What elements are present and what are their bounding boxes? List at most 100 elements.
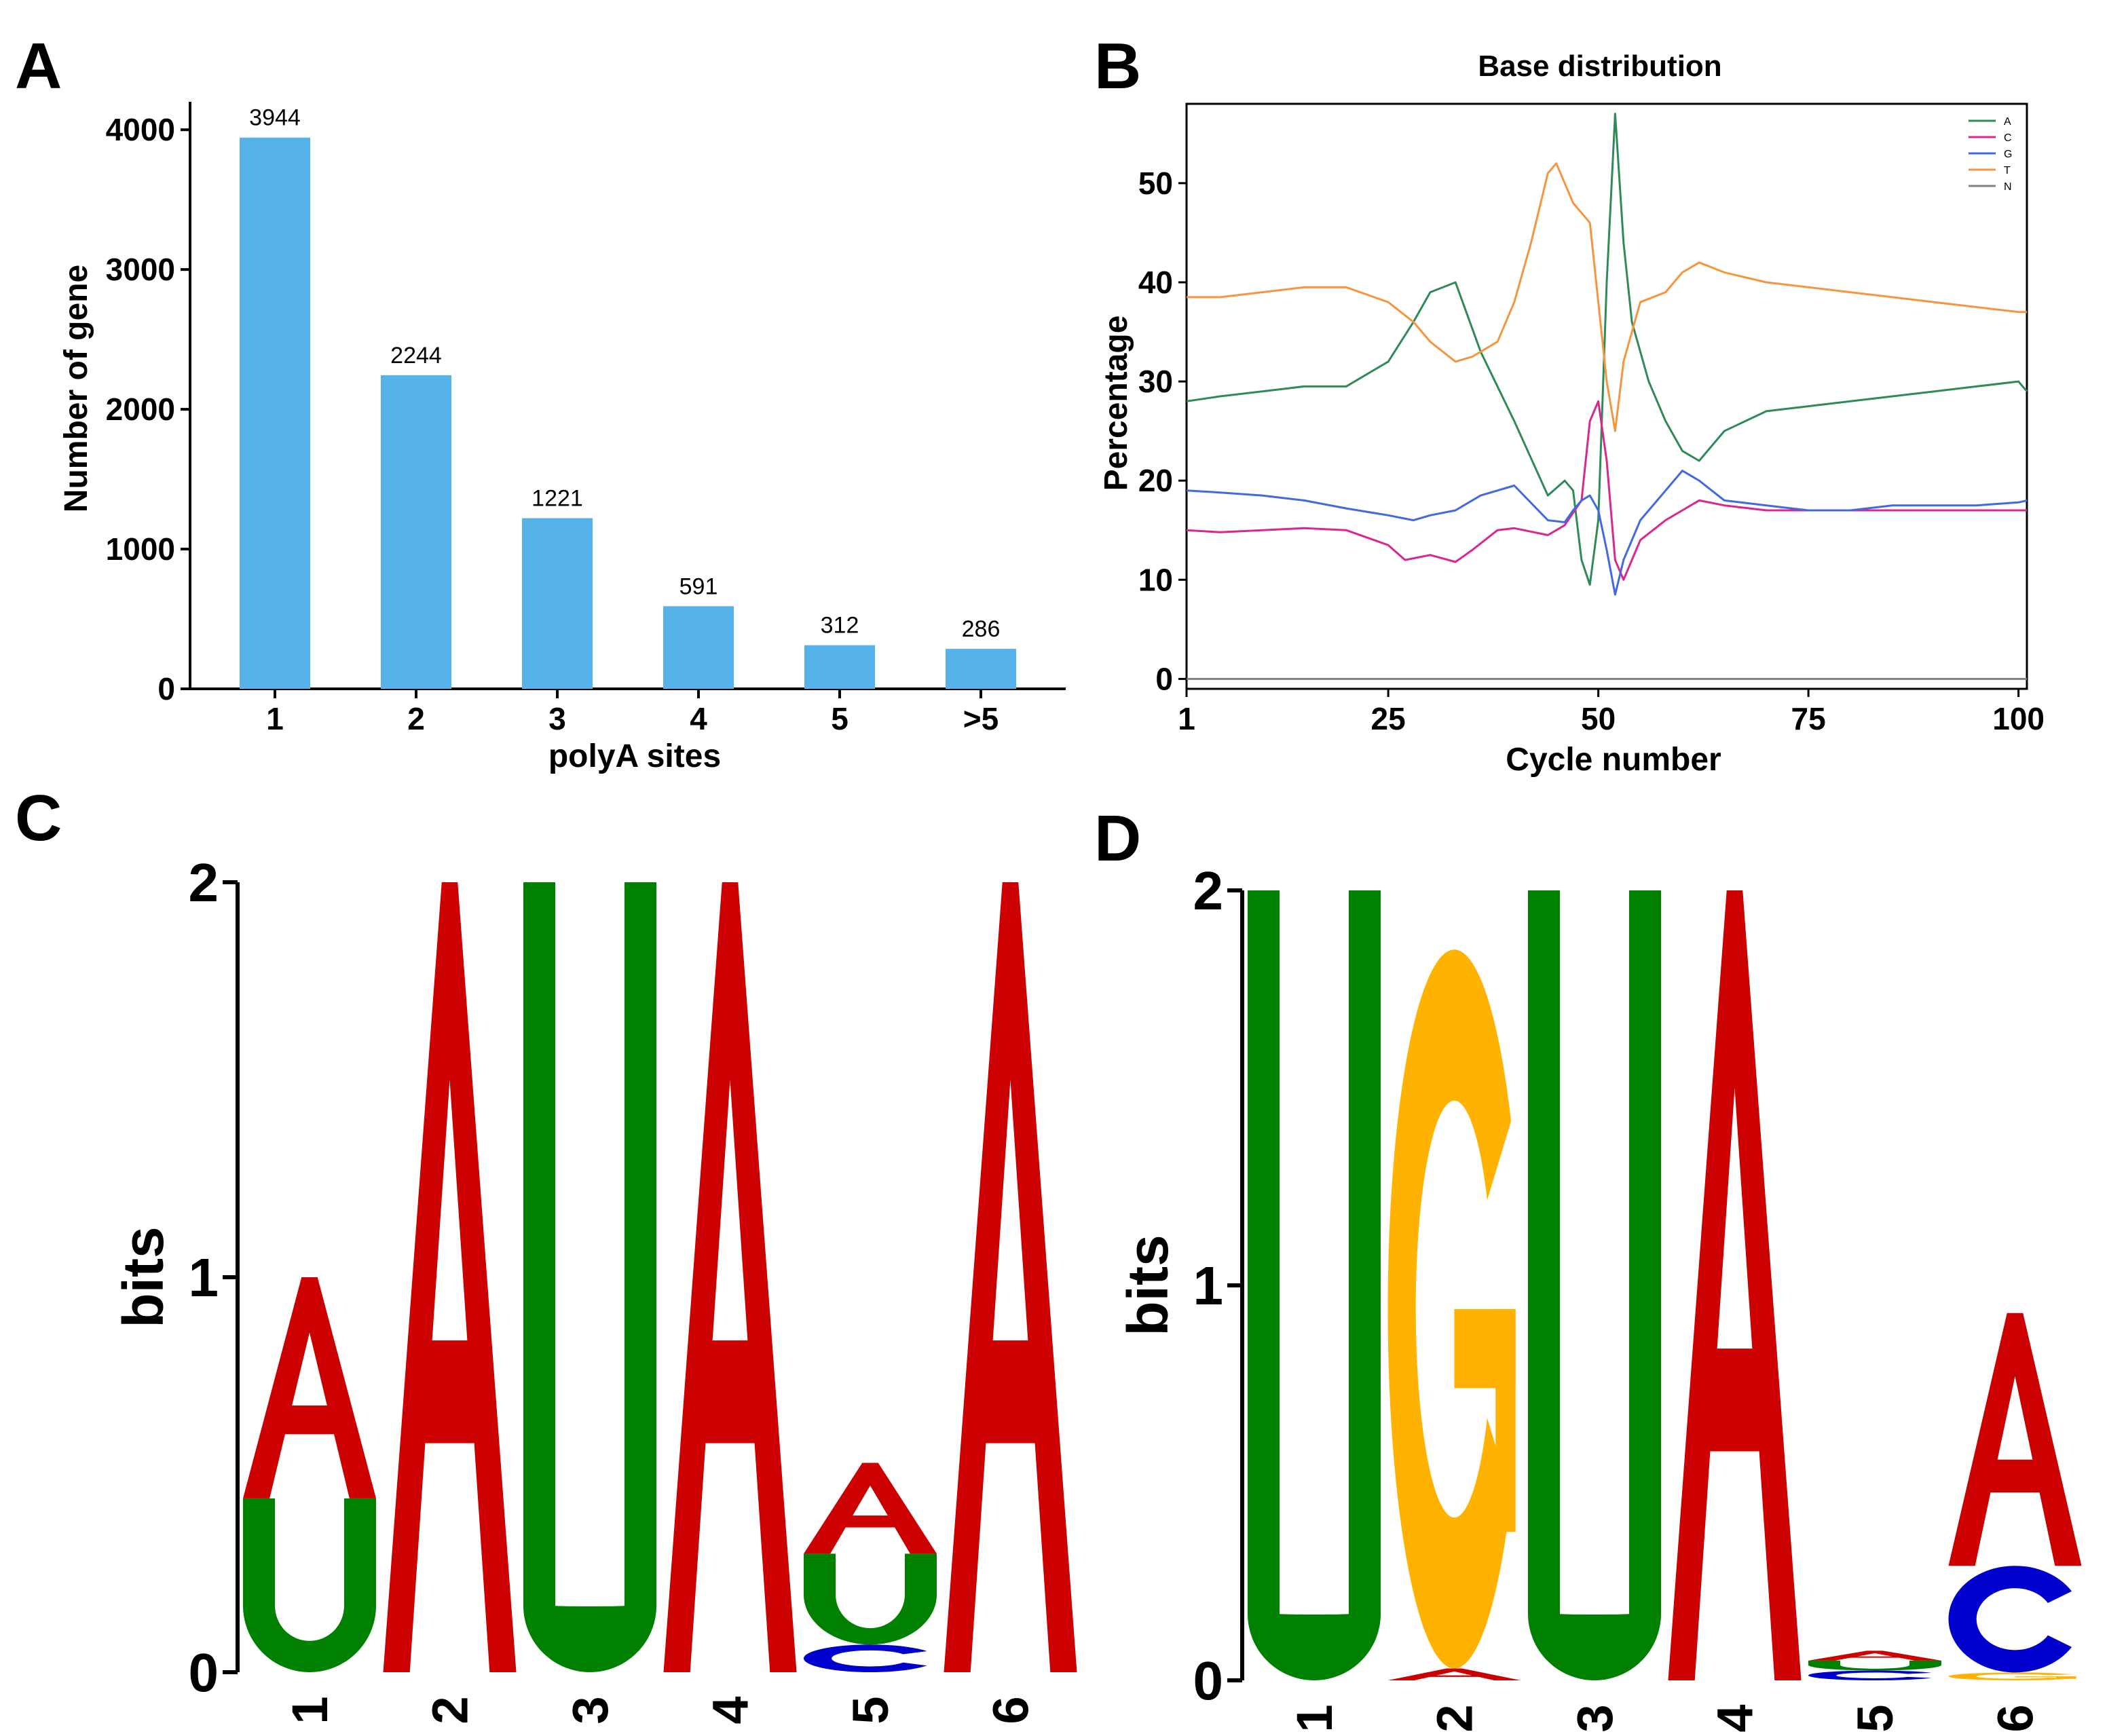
y-tick-label: 4000 [106, 112, 175, 147]
legend-label-c: C [2004, 132, 2012, 144]
bar-value-label: 591 [679, 573, 718, 599]
logo-y-tick-label: 0 [1193, 1650, 1224, 1711]
panel-label-d: D [1094, 802, 1141, 875]
bar-value-label: 2244 [390, 343, 442, 369]
logo-y-tick-label: 2 [189, 852, 219, 913]
logo-position-label: 6 [1988, 1704, 2044, 1732]
series-line-t [1187, 162, 2027, 432]
letter-shape [243, 1498, 376, 1672]
logo-position-label: 1 [1286, 1704, 1343, 1732]
logo-position-label: 4 [1707, 1704, 1764, 1732]
letter-shape [1948, 1313, 2082, 1566]
y-tick-label: 1000 [106, 531, 175, 567]
logo-position-label: 2 [422, 1696, 479, 1724]
logo-y-tick-label: 2 [1193, 861, 1224, 921]
y-tick-label: 0 [1155, 661, 1173, 696]
line-chart-base-distribution: Base distribution 0 10 20 30 40 50 1 25 50 75 100 Cy… [1098, 50, 2045, 778]
bar-value-label: 286 [962, 616, 1001, 642]
y-tick-label: 20 [1138, 463, 1173, 498]
legend-label-a: A [2004, 116, 2011, 128]
logo-position-label: 4 [703, 1696, 759, 1724]
letter-crossbar [272, 1405, 347, 1435]
panel-label-a: A [15, 30, 62, 102]
logo-position-label: 3 [1567, 1704, 1623, 1732]
logo-position-label: 2 [1427, 1704, 1483, 1732]
x-tick-label: 50 [1581, 701, 1616, 736]
logo-y-axis-title: bits [111, 1226, 175, 1327]
letter-shape [1387, 1668, 1521, 1680]
logo-letter-a [1948, 1313, 2082, 1566]
logo-position-label: 5 [842, 1696, 899, 1724]
letter-crossbar [1417, 1675, 1492, 1677]
bar [663, 606, 734, 689]
x-tick-label: 25 [1371, 701, 1406, 736]
letter-crossbar [1838, 1656, 1912, 1658]
legend-label-n: N [2004, 181, 2012, 193]
letter-crossbar [412, 1340, 487, 1443]
logo-letter-c [1808, 1670, 1932, 1680]
logo-letter-g [1387, 949, 1516, 1669]
logo-letter-a [804, 1463, 937, 1554]
letter-shape [1808, 1650, 1941, 1661]
logo-y-tick-label: 1 [189, 1247, 219, 1308]
logo-letter-a [243, 1277, 376, 1498]
series-line-a [1186, 113, 2028, 586]
letter-shape [1948, 1566, 2072, 1673]
letter-bar [2015, 1676, 2076, 1678]
letter-crossbar [692, 1340, 768, 1443]
legend-label-t: T [2004, 165, 2011, 176]
letter-crossbar [1697, 1348, 1772, 1452]
logo-letter-a [1387, 1668, 1521, 1680]
logo-letter-a [1808, 1650, 1941, 1661]
y-tick-label: 3000 [106, 252, 175, 287]
letter-stem [1495, 1308, 1516, 1532]
x-tick-label: 3 [548, 701, 566, 736]
logo-y-tick-label: 0 [189, 1642, 219, 1703]
x-axis-title: polyA sites [548, 738, 721, 774]
x-tick-label: 75 [1791, 701, 1826, 736]
legend-label-g: G [2004, 149, 2012, 160]
panel-label-b: B [1094, 30, 1141, 102]
logo-letter-u [1248, 890, 1381, 1680]
letter-stem [2056, 1676, 2076, 1679]
letter-shape [1248, 890, 1381, 1680]
y-tick-label: 10 [1138, 562, 1173, 597]
letter-shape [804, 1463, 937, 1554]
x-tick-label: >5 [963, 701, 999, 736]
logo-letter-c [1948, 1566, 2072, 1673]
x-tick-label: 100 [1992, 701, 2045, 736]
x-tick-label: 2 [407, 701, 425, 736]
logo-letter-a [1668, 890, 1802, 1680]
bar [240, 137, 310, 689]
letter-shape [944, 882, 1077, 1672]
letter-shape [1808, 1670, 1932, 1680]
logo-position-label: 1 [282, 1696, 338, 1724]
y-axis-title: Number of gene [58, 265, 94, 512]
letter-crossbar [973, 1340, 1048, 1443]
bar-chart-polya-sites: 0 1000 2000 3000 4000 3944 1 2244 2 1221 3 591 4 312 5… [58, 102, 1066, 774]
letter-shape [1387, 949, 1512, 1669]
letter-crossbar [1977, 1459, 2053, 1493]
y-axis-title: Percentage [1098, 316, 1134, 491]
logo-letter-u [1808, 1660, 1941, 1671]
plot-frame [1185, 102, 2028, 690]
letter-shape [243, 1277, 376, 1498]
y-tick-label: 50 [1138, 166, 1173, 201]
bar [804, 645, 875, 689]
y-tick-label: 30 [1138, 364, 1173, 399]
letter-crossbar [833, 1515, 908, 1528]
logo-letter-a [663, 882, 797, 1672]
logo-y-axis-title: bits [1116, 1234, 1180, 1336]
chart-title: Base distribution [1478, 50, 1721, 83]
y-tick-label: 40 [1138, 265, 1173, 300]
logo-letter-a [383, 882, 517, 1672]
y-tick-label: 0 [157, 671, 175, 706]
x-tick-label: 4 [690, 701, 707, 736]
x-tick-label: 1 [1178, 701, 1195, 736]
letter-shape [523, 882, 656, 1672]
bar-value-label: 1221 [532, 486, 583, 512]
logo-letter-c [803, 1644, 927, 1673]
